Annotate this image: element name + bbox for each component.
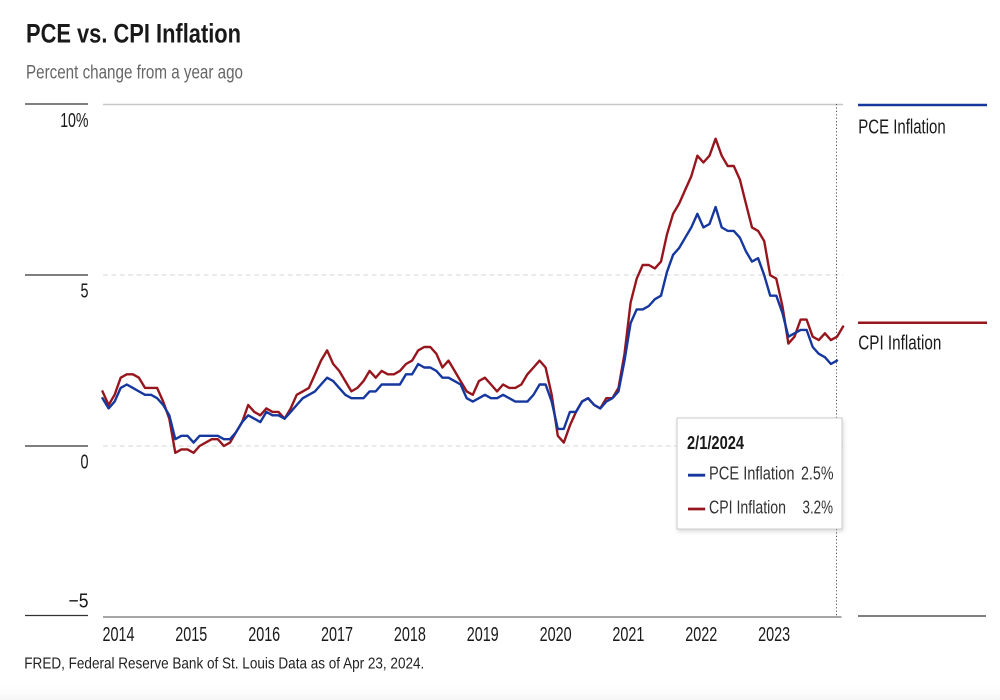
svg-text:2.5%: 2.5% <box>801 462 834 483</box>
svg-text:2014: 2014 <box>103 624 135 646</box>
svg-text:CPI Inflation: CPI Inflation <box>858 332 941 355</box>
svg-text:2022: 2022 <box>685 624 717 646</box>
svg-text:Percent change from a year ago: Percent change from a year ago <box>26 63 243 84</box>
svg-text:2018: 2018 <box>394 624 426 646</box>
svg-text:CPI Inflation: CPI Inflation <box>709 496 786 517</box>
svg-text:−5: −5 <box>69 591 89 613</box>
svg-text:PCE vs. CPI Inflation: PCE vs. CPI Inflation <box>26 19 241 49</box>
svg-text:2019: 2019 <box>467 624 499 646</box>
svg-text:3.2%: 3.2% <box>803 496 834 517</box>
svg-text:5: 5 <box>81 281 89 303</box>
svg-text:PCE Inflation: PCE Inflation <box>709 462 795 483</box>
svg-text:PCE Inflation: PCE Inflation <box>858 115 945 138</box>
svg-text:2015: 2015 <box>175 624 207 646</box>
svg-text:10%: 10% <box>60 110 88 132</box>
svg-text:2023: 2023 <box>758 624 790 646</box>
svg-text:2017: 2017 <box>321 624 353 646</box>
svg-text:2021: 2021 <box>612 624 644 646</box>
svg-text:2016: 2016 <box>248 624 280 646</box>
svg-text:FRED, Federal Reserve Bank of: FRED, Federal Reserve Bank of St. Louis … <box>24 656 424 673</box>
svg-text:2/1/2024: 2/1/2024 <box>687 432 745 453</box>
svg-text:0: 0 <box>81 452 89 474</box>
svg-text:2020: 2020 <box>540 624 572 646</box>
